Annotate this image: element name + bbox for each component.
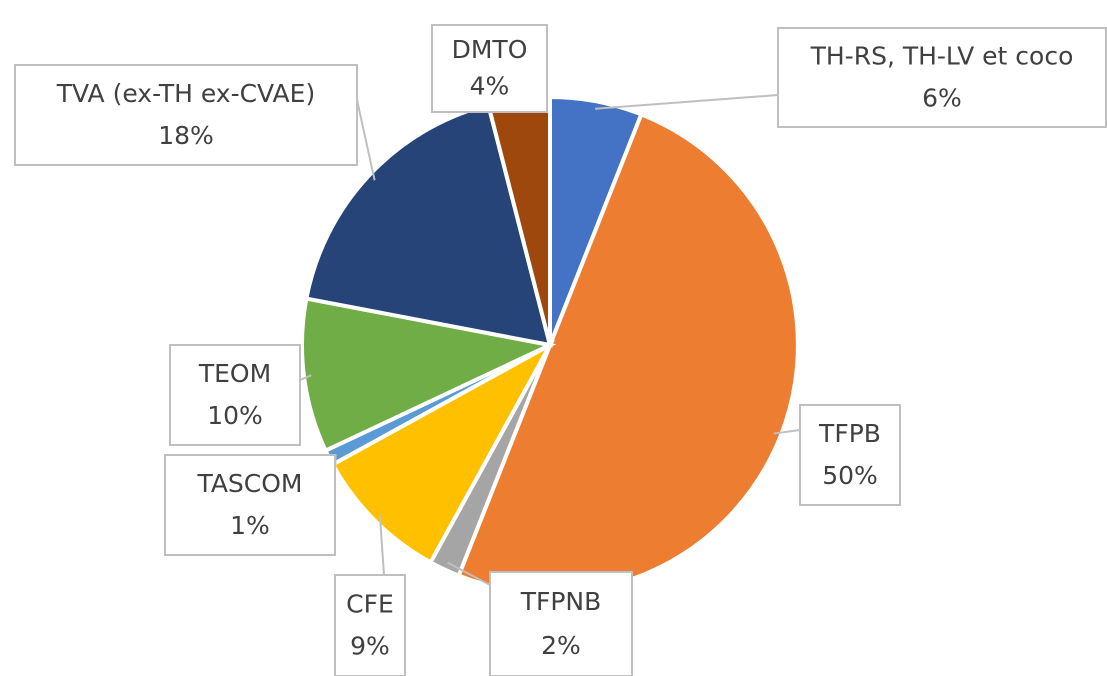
label-box [777,27,1107,128]
label-box [799,404,901,506]
label-box [169,344,301,446]
slice-value: 2% [541,631,581,660]
leader-line [378,515,385,576]
label-box [489,571,633,676]
slice-value: 18% [158,121,214,150]
slice-value: 50% [822,461,878,490]
label-box [431,24,548,113]
pie-slice [304,102,553,348]
slice-value: 6% [922,83,962,112]
leader-line [356,99,376,181]
slice-label: TVA (ex-TH ex-CVAE) [56,79,315,108]
slice-label: DMTO [452,35,528,64]
slice-value: 9% [350,632,390,661]
slice-label: CFE [346,589,394,618]
slice-value: 10% [207,401,263,430]
slice-value: 4% [470,72,510,101]
slice-value: 1% [230,511,270,540]
leader-line [595,94,779,110]
leader-line [447,561,491,586]
label-box [334,574,406,676]
label-box [164,454,336,556]
leader-line [299,374,312,381]
slice-label: TEOM [198,359,271,388]
leader-line [773,429,801,435]
slice-label: TFPNB [520,587,602,616]
slice-label: TH-RS, TH-LV et coco [810,42,1074,71]
slice-label: TFPB [818,419,881,448]
slice-label: TASCOM [196,469,302,498]
label-box [14,64,358,166]
pie-slice [300,296,557,454]
